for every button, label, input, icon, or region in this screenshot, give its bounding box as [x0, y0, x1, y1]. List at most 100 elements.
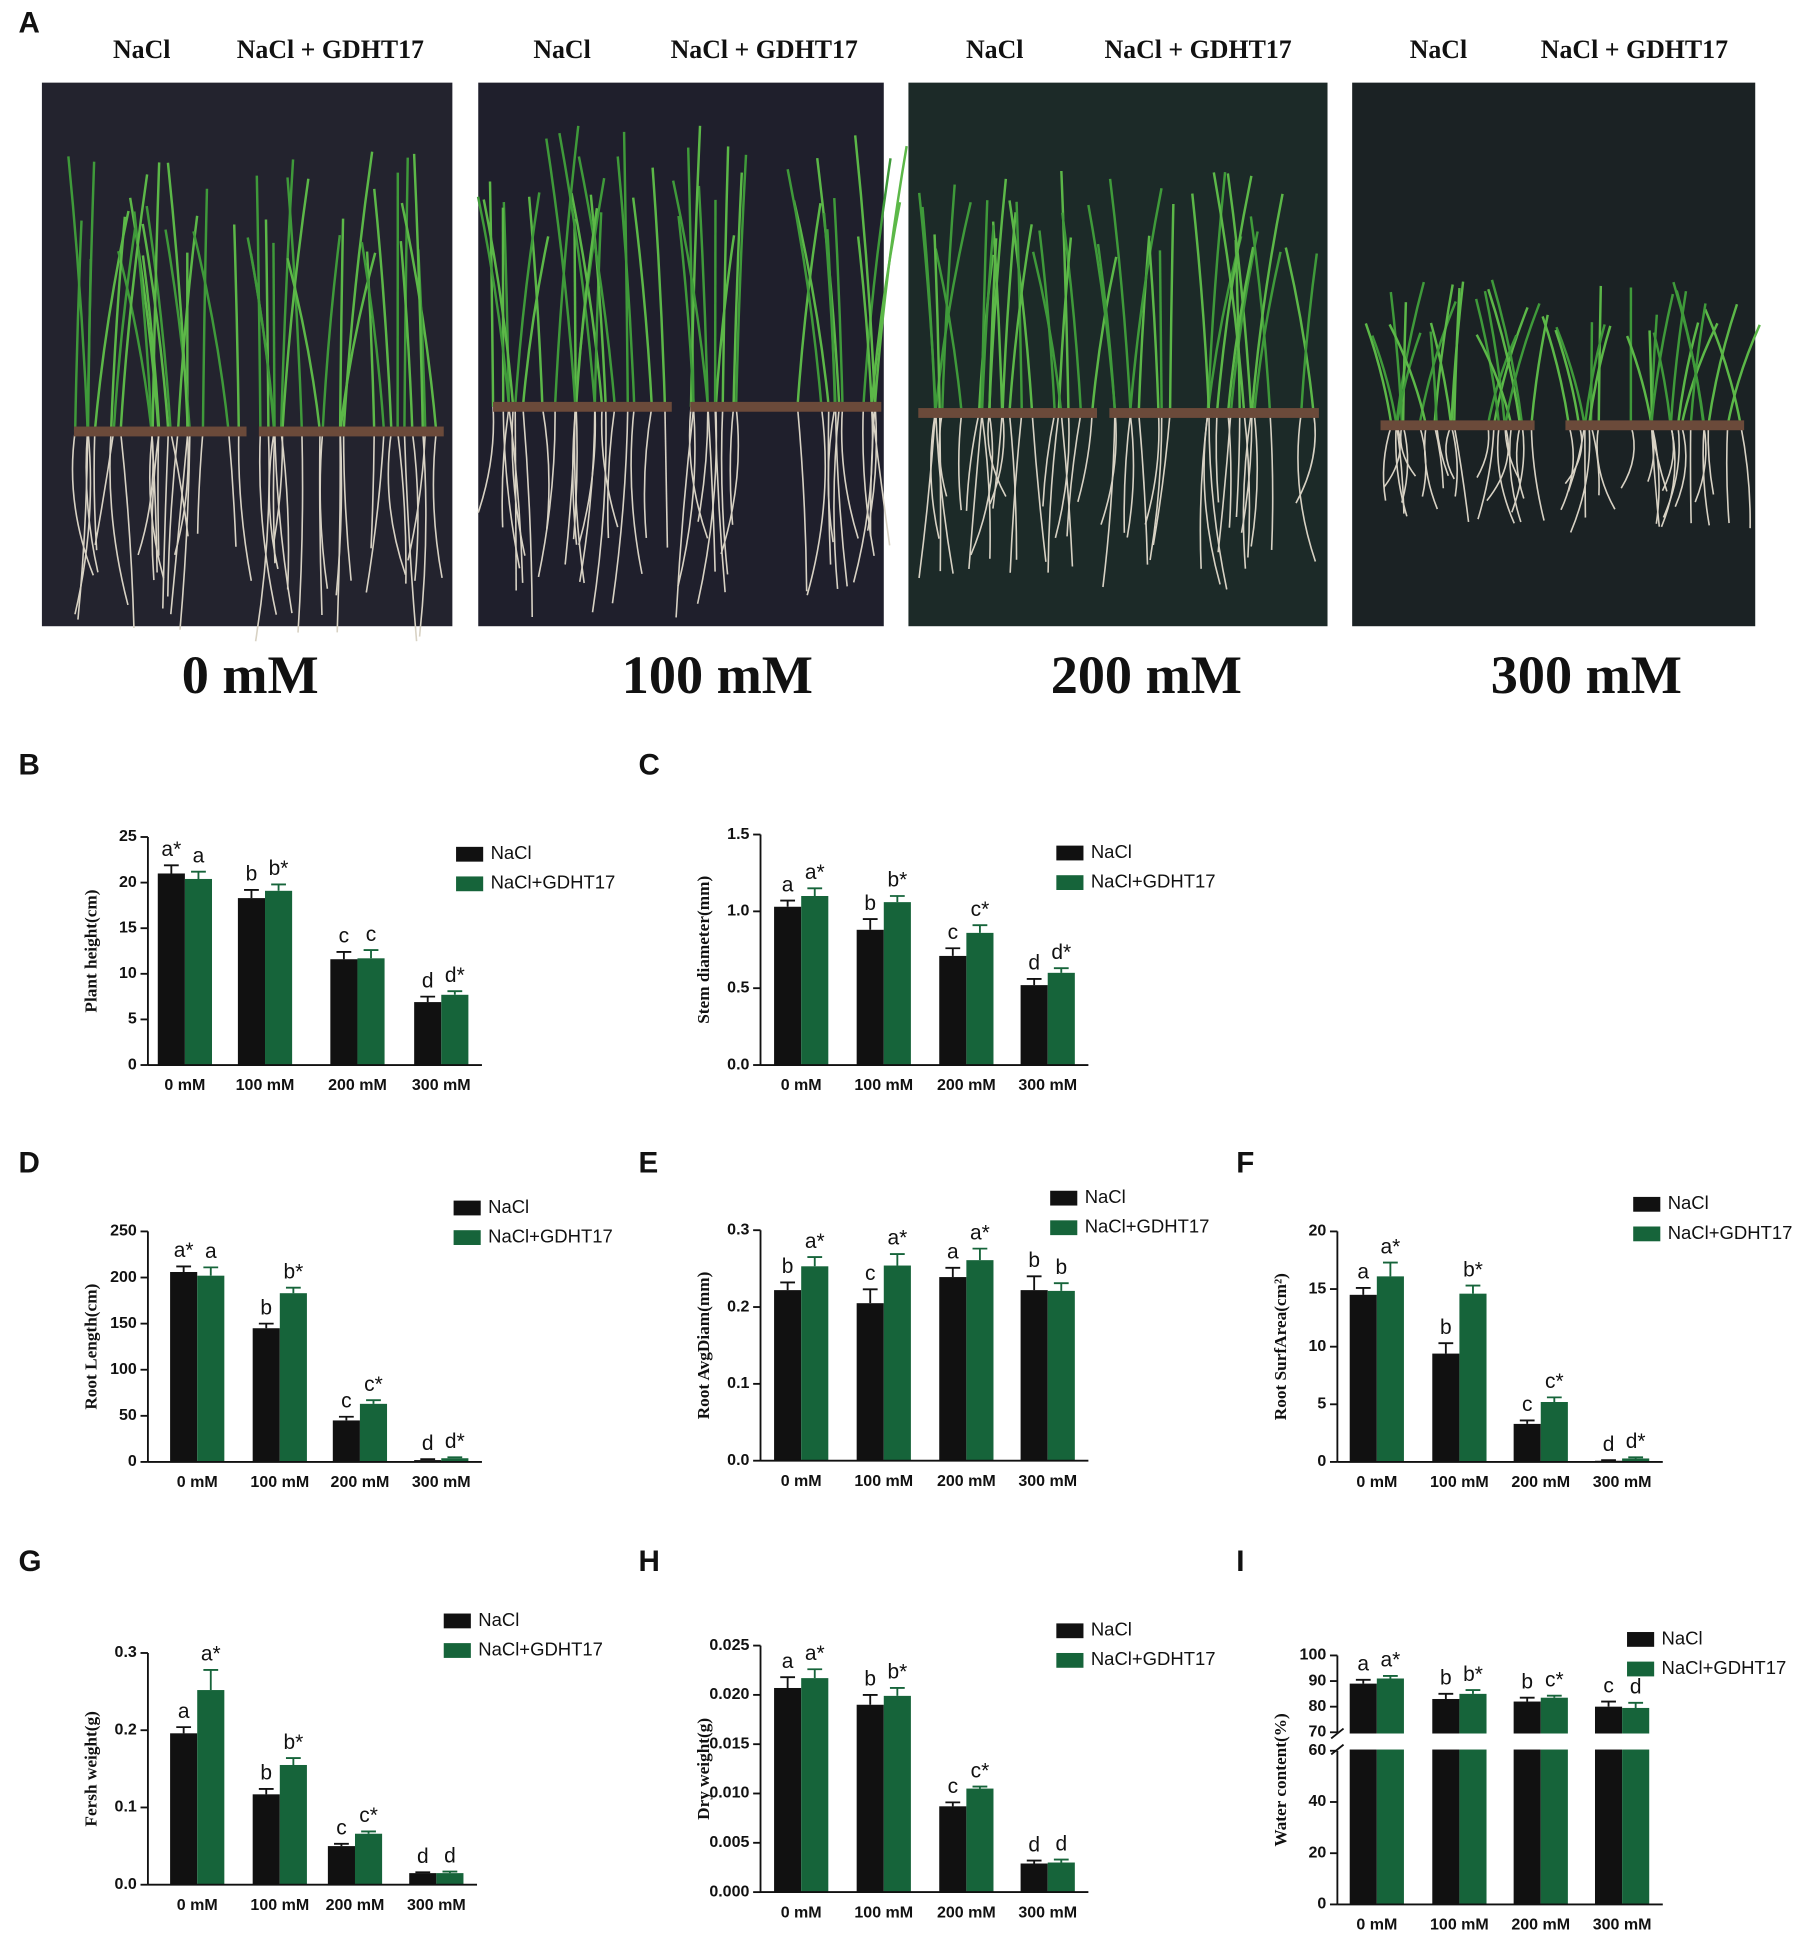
x-tick-label: 300 mM [407, 1896, 466, 1914]
leaf [721, 146, 730, 407]
bar [237, 898, 266, 1066]
legend-label: NaCl [1662, 1627, 1703, 1648]
legend-swatch [1050, 1220, 1078, 1236]
photo [41, 82, 453, 627]
leaf [133, 211, 153, 432]
bar [801, 1678, 829, 1893]
x-tick-label: 100 mM [854, 1903, 913, 1921]
panel-label: D [18, 1147, 39, 1180]
significance-label: a* [805, 1230, 825, 1253]
legend-swatch [1056, 875, 1084, 890]
significance-label: c [948, 1775, 958, 1798]
error-bar [1026, 1859, 1042, 1864]
significance-label: a* [174, 1239, 194, 1262]
y-tick-label: 0.020 [709, 1685, 749, 1703]
y-tick-label: 60 [1308, 1741, 1326, 1759]
leaf [338, 218, 345, 432]
root [94, 431, 115, 546]
error-bar [807, 1256, 823, 1267]
leaf [862, 158, 892, 407]
leaf [558, 132, 597, 407]
root [1453, 425, 1470, 523]
x-tick-label: 0 mM [781, 1903, 822, 1921]
root [796, 406, 808, 592]
root [1077, 412, 1093, 503]
leaf [991, 221, 1004, 414]
significance-label: b [1440, 1316, 1452, 1339]
bar [1376, 1276, 1404, 1462]
error-bar [1355, 1678, 1371, 1684]
y-tick-label: 90 [1308, 1671, 1326, 1689]
x-tick-label: 200 mM [937, 1076, 996, 1094]
leaf [589, 194, 607, 407]
error-bar [1355, 1286, 1371, 1295]
error-bar [1601, 1459, 1616, 1462]
bar [197, 1690, 225, 1885]
leaf [786, 169, 823, 407]
leaf [1483, 290, 1507, 426]
error-bar [889, 1253, 905, 1266]
leaf [286, 177, 304, 432]
bar [1349, 1683, 1377, 1905]
significance-label: b [864, 1668, 876, 1691]
root [1100, 412, 1117, 525]
root [1235, 412, 1241, 518]
leaf [1490, 279, 1524, 426]
panel-label: C [638, 749, 659, 782]
panel-label: F [1236, 1147, 1254, 1180]
root [840, 406, 859, 539]
leaf [980, 225, 995, 414]
root [1508, 425, 1522, 523]
y-tick-label: 0.1 [727, 1374, 749, 1392]
error-bar [1628, 1456, 1644, 1459]
root [396, 431, 407, 584]
error-bar [420, 995, 436, 1003]
y-axis-title: Root SurfArea(cm²) [1271, 1273, 1290, 1420]
y-tick-label: 100 [1300, 1646, 1327, 1664]
error-bar [1026, 1275, 1042, 1291]
root [1689, 425, 1692, 524]
error-bar [336, 950, 352, 960]
error-bar [258, 1322, 274, 1329]
leaf [1704, 308, 1742, 426]
leaf [677, 215, 695, 407]
bar [357, 958, 385, 1066]
error-bar [338, 1415, 354, 1421]
leaf [917, 192, 938, 414]
root [965, 412, 980, 511]
x-tick-label: 0 mM [781, 1076, 822, 1094]
root [148, 431, 165, 579]
root [137, 431, 154, 556]
leaf [119, 174, 149, 432]
leaf [833, 197, 844, 407]
root [677, 406, 696, 587]
error-bar [442, 1870, 458, 1874]
leaf [577, 156, 617, 407]
y-tick-label: 20 [1308, 1222, 1326, 1240]
bar [1513, 1423, 1541, 1462]
x-tick-label: 300 mM [412, 1473, 471, 1491]
root [1650, 425, 1661, 527]
root [827, 406, 832, 565]
leaf [933, 234, 941, 413]
root [1382, 425, 1393, 501]
leaf [1504, 302, 1541, 426]
soil [1109, 408, 1319, 418]
root [834, 406, 848, 587]
root [720, 406, 740, 555]
root [237, 431, 253, 581]
leaf [482, 199, 515, 407]
bar [939, 955, 967, 1066]
root [511, 406, 526, 556]
significance-label: c* [359, 1804, 378, 1827]
root [1137, 412, 1149, 565]
legend-swatch [1633, 1196, 1661, 1212]
leaf [176, 215, 199, 432]
significance-label: a* [1380, 1649, 1400, 1672]
bar [252, 1794, 280, 1885]
leaf [1541, 316, 1571, 426]
leaf [822, 212, 837, 407]
error-bar [972, 1785, 988, 1789]
bar [436, 1873, 464, 1885]
leaf [574, 208, 599, 407]
